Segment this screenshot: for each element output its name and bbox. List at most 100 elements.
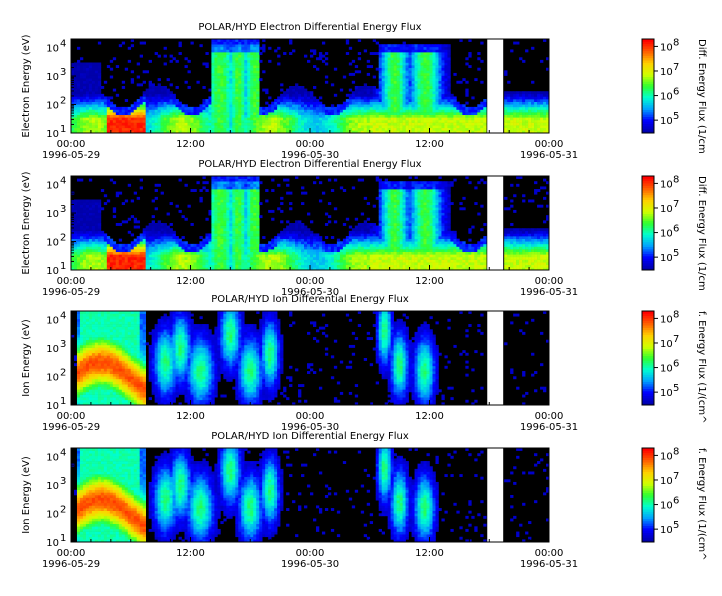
heatmap-cell [220,52,223,55]
heatmap-cell [274,110,277,113]
heatmap-cell [388,89,391,92]
heatmap-cell [453,125,456,128]
heatmap-cell [188,60,191,63]
heatmap-cell [89,76,92,79]
heatmap-cell [214,223,217,226]
heatmap-cell [173,99,176,102]
heatmap-cell [89,89,92,92]
heatmap-cell [199,117,202,120]
heatmap-cell [450,110,453,113]
heatmap-cell [376,120,379,123]
heatmap-cell [280,239,283,242]
heatmap-cell [432,104,435,107]
heatmap-cell [403,70,406,73]
heatmap-cell [412,102,415,105]
heatmap-cell [238,70,241,73]
heatmap-cell [391,57,394,60]
heatmap-cell [107,249,110,252]
heatmap-cell [403,128,406,131]
heatmap-cell [397,78,400,81]
heatmap-cell [289,112,292,115]
heatmap-cell [397,120,400,123]
heatmap-cell [388,112,391,115]
heatmap-cell [74,81,77,84]
heatmap-cell [205,233,208,236]
heatmap-cell [430,76,433,79]
heatmap-cell [152,247,155,250]
heatmap-cell [199,104,202,107]
heatmap-cell [507,120,510,123]
heatmap-cell [286,128,289,131]
heatmap-cell [328,110,331,113]
heatmap-cell [430,86,433,89]
heatmap-cell [235,55,238,58]
heatmap-cell [385,120,388,123]
heatmap-cell [196,120,199,123]
heatmap-cell [504,123,507,126]
heatmap-cell [167,213,170,216]
heatmap-cell [304,110,307,113]
heatmap-cell [256,63,259,66]
heatmap-cell [250,247,253,250]
heatmap-cell [301,128,304,131]
heatmap-cell [125,254,128,257]
heatmap-cell [400,47,403,50]
heatmap-cell [388,96,391,99]
heatmap-cell [438,52,441,55]
heatmap-cell [185,115,188,118]
heatmap-cell [403,107,406,110]
heatmap-cell [107,112,110,115]
heatmap-cell [265,247,268,250]
heatmap-cell [143,249,146,252]
heatmap-cell [199,120,202,123]
colorbar-swatch [642,44,654,47]
heatmap-cell [98,205,101,208]
heatmap-cell [435,57,438,60]
heatmap-cell [441,115,444,118]
heatmap-cell [406,128,409,131]
heatmap-cell [403,55,406,58]
heatmap-cell [250,65,253,68]
heatmap-cell [229,200,232,203]
heatmap-cell [307,112,310,115]
heatmap-cell [412,96,415,99]
heatmap-cell [406,94,409,97]
heatmap-cell [430,70,433,73]
heatmap-cell [340,117,343,120]
heatmap-cell [86,123,89,126]
heatmap-cell [241,233,244,236]
heatmap-cell [229,192,232,195]
heatmap-cell [188,262,191,265]
heatmap-cell [424,89,427,92]
heatmap-cell [424,115,427,118]
heatmap-cell [152,89,155,92]
heatmap-cell [447,99,450,102]
heatmap-cell [80,110,83,113]
heatmap-cell [232,91,235,94]
heatmap-cell [406,70,409,73]
heatmap-cell [146,107,149,110]
heatmap-cell [235,236,238,239]
heatmap-cell [226,265,229,268]
heatmap-cell [226,57,229,60]
heatmap-cell [421,78,424,81]
heatmap-cell [241,107,244,110]
y-tick-exponent: 3 [60,67,66,78]
heatmap-cell [223,110,226,113]
heatmap-cell [220,63,223,66]
heatmap-cell [253,44,256,47]
colorbar-swatch [642,95,654,98]
heatmap-cell [217,218,220,221]
heatmap-cell [412,104,415,107]
heatmap-cell [211,60,214,63]
heatmap-cell [430,60,433,63]
heatmap-cell [208,260,211,263]
heatmap-cell [74,123,77,126]
heatmap-cell [211,254,214,257]
heatmap-cell [193,247,196,250]
heatmap-cell [265,200,268,203]
heatmap-cell [226,86,229,89]
heatmap-cell [525,110,528,113]
heatmap-cell [80,94,83,97]
heatmap-cell [441,123,444,126]
